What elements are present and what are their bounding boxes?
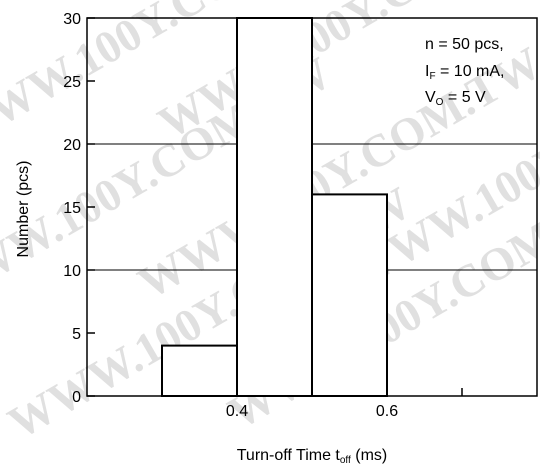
histogram-bar	[311, 193, 388, 397]
bars	[161, 17, 388, 398]
x-axis-title-main: Turn-off Time t	[237, 447, 341, 464]
y-tick-label: 5	[72, 326, 81, 343]
annotation-line-1: n = 50 pcs,	[425, 36, 504, 53]
y-axis-title: Number (pcs)	[15, 161, 32, 258]
y-tick-labels: 0 5 10 15 20 25 30	[63, 11, 81, 406]
x-tick-label: 0.4	[226, 403, 248, 420]
y-tick-label: 15	[63, 200, 81, 217]
x-axis-title: Turn-off Time toff (ms)	[237, 447, 388, 466]
x-tick-label: 0.6	[376, 403, 398, 420]
y-tick-label: 20	[63, 137, 81, 154]
y-tick-label: 0	[72, 389, 81, 406]
y-tick-label: 30	[63, 11, 81, 28]
y-tick-label: 25	[63, 74, 81, 91]
y-tick-label: 10	[63, 263, 81, 280]
x-axis-title-unit: (ms)	[351, 447, 387, 464]
histogram-bar	[236, 17, 313, 397]
histogram-bar	[161, 344, 238, 398]
conditions-annotation: n = 50 pcs, IF = 10 mA, VO = 5 V	[425, 36, 504, 108]
x-tick-labels: 0.4 0.6	[226, 403, 398, 420]
axis-ticks	[87, 17, 463, 397]
annotation-line-3: VO = 5 V	[425, 89, 486, 108]
annotation-line-2: IF = 10 mA,	[425, 63, 504, 82]
x-axis-title-subscript: off	[340, 455, 351, 466]
